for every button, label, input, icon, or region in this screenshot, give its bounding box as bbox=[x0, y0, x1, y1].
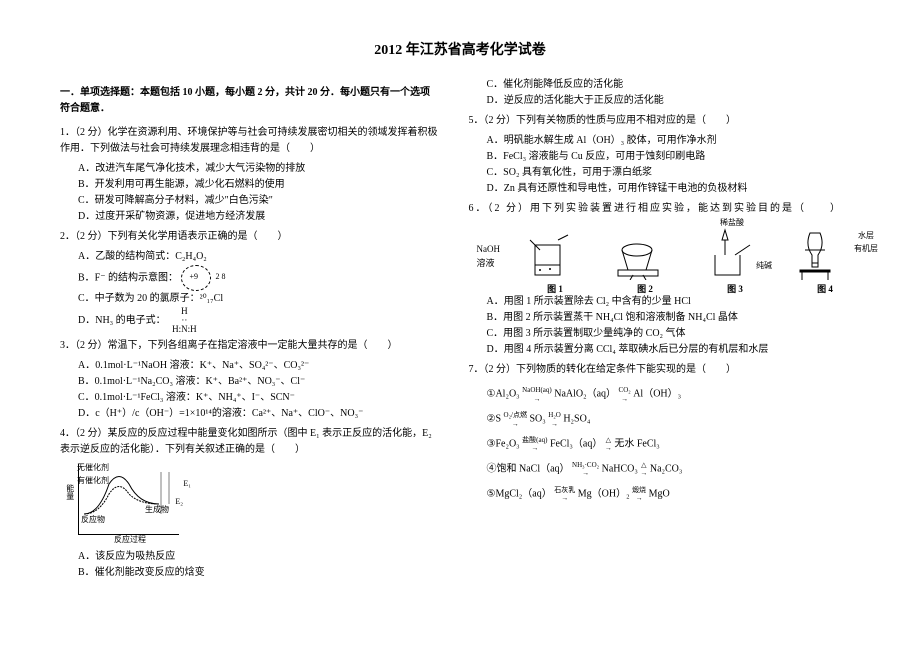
q3-opt-c: C．0.1mol·L⁻¹FeCl₃ 溶液：K⁺、NH₄⁺、I⁻、SCN⁻ bbox=[78, 390, 439, 406]
q6: 6．（2 分）用下列实验装置进行相应实验，能达到实验目的是（ ） bbox=[469, 201, 861, 217]
q1-opt-d: D．过度开采矿物资源，促进地方经济发展 bbox=[78, 209, 439, 225]
q5-opt-d: D．Zn 具有还原性和导电性，可用作锌锰干电池的负极材料 bbox=[487, 181, 861, 197]
cond-nh3: NH₃·CO₂→ bbox=[572, 461, 599, 478]
r2c: H₂SO₄ bbox=[563, 414, 590, 425]
q5-opt-a: A．明矾能水解生成 Al（OH）₃ 胶体，可用作净水剂 bbox=[487, 133, 861, 149]
q2-opt-b: B．F⁻ 的结构示意图： bbox=[78, 265, 439, 291]
r2b: SO₃ bbox=[529, 414, 545, 425]
apparatus-1: 图 1 bbox=[520, 225, 590, 290]
apparatus-2: 图 2 bbox=[610, 225, 680, 290]
q6-opt-c: C．用图 3 所示装置制取少量纯净的 CO₂ 气体 bbox=[487, 326, 861, 342]
r3a: ③Fe₂O₃ bbox=[487, 439, 520, 450]
reaction-4: ④饱和 NaCl（aq） NH₃·CO₂→ NaHCO₃ △→ Na₂CO₃ bbox=[487, 461, 861, 478]
r5c: MgO bbox=[649, 488, 670, 499]
energy-diagram: 无催化剂有催化剂 E₁ E₂ 反应物 生成物 反应过程 能量 bbox=[78, 464, 179, 535]
reaction-1: ①Al₂O₃ NaOH(aq)→ NaAlO₂（aq） CO₂→ Al（OH）₃ bbox=[487, 386, 861, 403]
right-column: C．催化剂能降低反应的活化能 D．逆反应的活化能大于正反应的活化能 5．（2 分… bbox=[469, 77, 861, 581]
q4-opt-b: B．催化剂能改变反应的焓变 bbox=[78, 565, 439, 581]
cond-jin: 煅烧→ bbox=[632, 486, 646, 503]
cond-o2: O₂/点燃→ bbox=[504, 411, 527, 428]
left-column: 一．单项选择题：本题包括 10 小题，每小题 2 分，共计 20 分．每小题只有… bbox=[60, 77, 439, 581]
q6-opt-b: B．用图 2 所示装置蒸干 NH₄Cl 饱和溶液制备 NH₄Cl 晶体 bbox=[487, 310, 861, 326]
water-label: 水层 有机层 bbox=[854, 230, 878, 256]
r4c: Na₂CO₃ bbox=[650, 463, 683, 474]
q5-opt-c: C．SO₂ 具有氧化性，可用于漂白纸浆 bbox=[487, 165, 861, 181]
r3b: FeCl₃（aq） bbox=[550, 439, 602, 450]
r1b: NaAlO₂（aq） bbox=[554, 389, 616, 400]
r4a: ④饱和 NaCl（aq） bbox=[487, 463, 570, 474]
q2-opt-d: D．NH₃ 的电子式： H··H:N:H bbox=[78, 307, 439, 334]
q3-opt-d: D．c（H⁺）/c（OH⁻）=1×10¹⁴的溶液：Ca²⁺、Na⁺、ClO⁻、N… bbox=[78, 406, 439, 422]
reaction-3: ③Fe₂O₃ 盐酸(aq)→ FeCl₃（aq） △→ 无水 FeCl₃ bbox=[487, 436, 861, 453]
r5b: Mg（OH）₂ bbox=[578, 488, 630, 499]
cond-delta-2: △→ bbox=[640, 461, 647, 478]
q6-opt-a: A．用图 1 所示装置除去 Cl₂ 中含有的少量 HCl bbox=[487, 294, 861, 310]
e2-label: E₂ bbox=[175, 496, 183, 509]
apparatus-4: 水层 有机层 图 4 bbox=[790, 225, 860, 290]
reactant-label: 反应物 bbox=[81, 514, 105, 527]
naoh-label: NaOH 溶液 bbox=[477, 242, 501, 271]
q4-opt-d: D．逆反应的活化能大于正反应的活化能 bbox=[487, 93, 861, 109]
q6-opt-d: D．用图 4 所示装置分离 CCl₄ 萃取碘水后已分层的有机层和水层 bbox=[487, 342, 861, 358]
cond-hcl: 盐酸(aq)→ bbox=[522, 436, 547, 453]
q3-opt-a: A．0.1mol·L⁻¹NaOH 溶液：K⁺、Na⁺、SO₄²⁻、CO₃²⁻ bbox=[78, 358, 439, 374]
apparatus-row: NaOH 溶液 图 1 图 2 稀盐酸 纯碱 图 3 水层 有机层 图 4 bbox=[477, 225, 861, 290]
fig1-caption: 图 1 bbox=[520, 282, 590, 296]
q5: 5．（2 分）下列有关物质的性质与应用不相对应的是（ ） bbox=[469, 113, 861, 129]
r5a: ⑤MgCl₂（aq） bbox=[487, 488, 552, 499]
reaction-2: ②S O₂/点燃→ SO₃ H₂O→ H₂SO₄ bbox=[487, 411, 861, 428]
exam-title: 2012 年江苏省高考化学试卷 bbox=[60, 40, 860, 62]
y-axis-label: 能量 bbox=[63, 484, 76, 500]
r4b: NaHCO₃ bbox=[602, 463, 638, 474]
cond-naoh: NaOH(aq)→ bbox=[522, 386, 552, 403]
q3-opt-b: B．0.1mol·L⁻¹Na₂CO₃ 溶液：K⁺、Ba²⁺、NO₃⁻、Cl⁻ bbox=[78, 374, 439, 390]
q1-opt-b: B．开发利用可再生能源，减少化石燃料的使用 bbox=[78, 177, 439, 193]
cond-co2-1: CO₂→ bbox=[619, 386, 631, 403]
q5-opt-b: B．FeCl₃ 溶液能与 Cu 反应，可用于蚀刻印刷电路 bbox=[487, 149, 861, 165]
fig2-caption: 图 2 bbox=[610, 282, 680, 296]
q1-opt-c: C．研发可降解高分子材料，减少"白色污染" bbox=[78, 193, 439, 209]
q2d-text: D．NH₃ 的电子式： bbox=[78, 315, 166, 326]
graph-legend: 无催化剂有催化剂 bbox=[77, 462, 109, 488]
q4: 4．（2 分）某反应的反应过程中能量变化如图所示（图中 E₁ 表示正反应的活化能… bbox=[60, 426, 439, 458]
e1-label: E₁ bbox=[183, 478, 191, 491]
cond-delta-1: △→ bbox=[605, 436, 612, 453]
q1-opt-a: A．改进汽车尾气净化技术，减少大气污染物的排放 bbox=[78, 161, 439, 177]
q4-opt-c: C．催化剂能降低反应的活化能 bbox=[487, 77, 861, 93]
atom-orbit-icon bbox=[181, 265, 211, 291]
q2b-text: B．F⁻ 的结构示意图： bbox=[78, 273, 178, 284]
fig3-caption: 图 3 bbox=[700, 282, 770, 296]
q4-opt-a: A．该反应为吸热反应 bbox=[78, 549, 439, 565]
hcl-label: 稀盐酸 bbox=[720, 217, 744, 230]
q2: 2．（2 分）下列有关化学用语表示正确的是（ ） bbox=[60, 229, 439, 245]
q7: 7．（2 分）下列物质的转化在给定条件下能实现的是（ ） bbox=[469, 362, 861, 378]
q1: 1．（2 分）化学在资源利用、环境保护等与社会可持续发展密切相关的领域发挥着积极… bbox=[60, 125, 439, 157]
chun-label: 纯碱 bbox=[756, 260, 772, 273]
x-axis-label: 反应过程 bbox=[114, 534, 146, 547]
q2-opt-a: A．乙酸的结构简式：C₂H₄O₂ bbox=[78, 249, 439, 265]
reaction-5: ⑤MgCl₂（aq） 石灰乳→ Mg（OH）₂ 煅烧→ MgO bbox=[487, 486, 861, 503]
fig4-caption: 图 4 bbox=[790, 282, 860, 296]
r2a: ②S bbox=[487, 414, 502, 425]
q3: 3．（2 分）常温下，下列各组离子在指定溶液中一定能大量共存的是（ ） bbox=[60, 338, 439, 354]
q2-opt-c: C．中子数为 20 的氯原子：²⁰₁₇Cl bbox=[78, 291, 439, 307]
cond-h2o: H₂O→ bbox=[548, 411, 561, 428]
product-label: 生成物 bbox=[145, 504, 169, 517]
apparatus-3: 稀盐酸 纯碱 图 3 bbox=[700, 225, 770, 290]
r1c: Al（OH）₃ bbox=[633, 389, 681, 400]
cond-caoh: 石灰乳→ bbox=[554, 486, 575, 503]
section-heading: 一．单项选择题：本题包括 10 小题，每小题 2 分，共计 20 分．每小题只有… bbox=[60, 85, 439, 117]
nh3-lewis-icon: H··H:N:H bbox=[172, 307, 197, 334]
r1a: ①Al₂O₃ bbox=[487, 389, 520, 400]
r3c: 无水 FeCl₃ bbox=[614, 439, 659, 450]
